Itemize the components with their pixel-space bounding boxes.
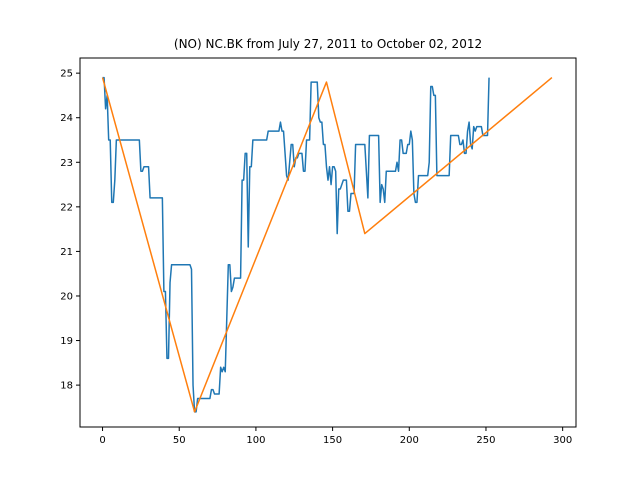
x-tick-label: 0 (99, 435, 105, 446)
series-1 (102, 76, 490, 413)
x-tick-label: 300 (553, 435, 572, 446)
x-tick-label: 250 (476, 435, 495, 446)
axes-frame (79, 57, 577, 428)
chart-title: (NO) NC.BK from July 27, 2011 to October… (174, 37, 482, 51)
plot-area: 0 50 100 150 200 250 300 18 19 20 21 22 23 24 25 (60, 57, 577, 446)
series-2 (101, 77, 553, 413)
series-layer (101, 76, 553, 413)
y-tick-label: 24 (60, 113, 73, 124)
x-tick-label: 150 (323, 435, 342, 446)
y-tick-label: 20 (60, 291, 73, 302)
axes-layer: 0 50 100 150 200 250 300 18 19 20 21 22 23 24 25 (60, 57, 577, 446)
y-tick-label: 25 (60, 69, 73, 80)
series-2-line (101, 77, 553, 413)
x-tick-label: 200 (400, 435, 419, 446)
y-tick-label: 22 (60, 202, 73, 213)
y-tick-label: 23 (60, 158, 73, 169)
x-tick-label: 50 (173, 435, 186, 446)
y-tick-label: 18 (60, 381, 73, 392)
series-1-line (102, 76, 490, 413)
y-tick-label: 19 (60, 336, 73, 347)
plot-background (80, 58, 576, 427)
x-tick-label: 100 (246, 435, 265, 446)
y-tick-label: 21 (60, 247, 73, 258)
